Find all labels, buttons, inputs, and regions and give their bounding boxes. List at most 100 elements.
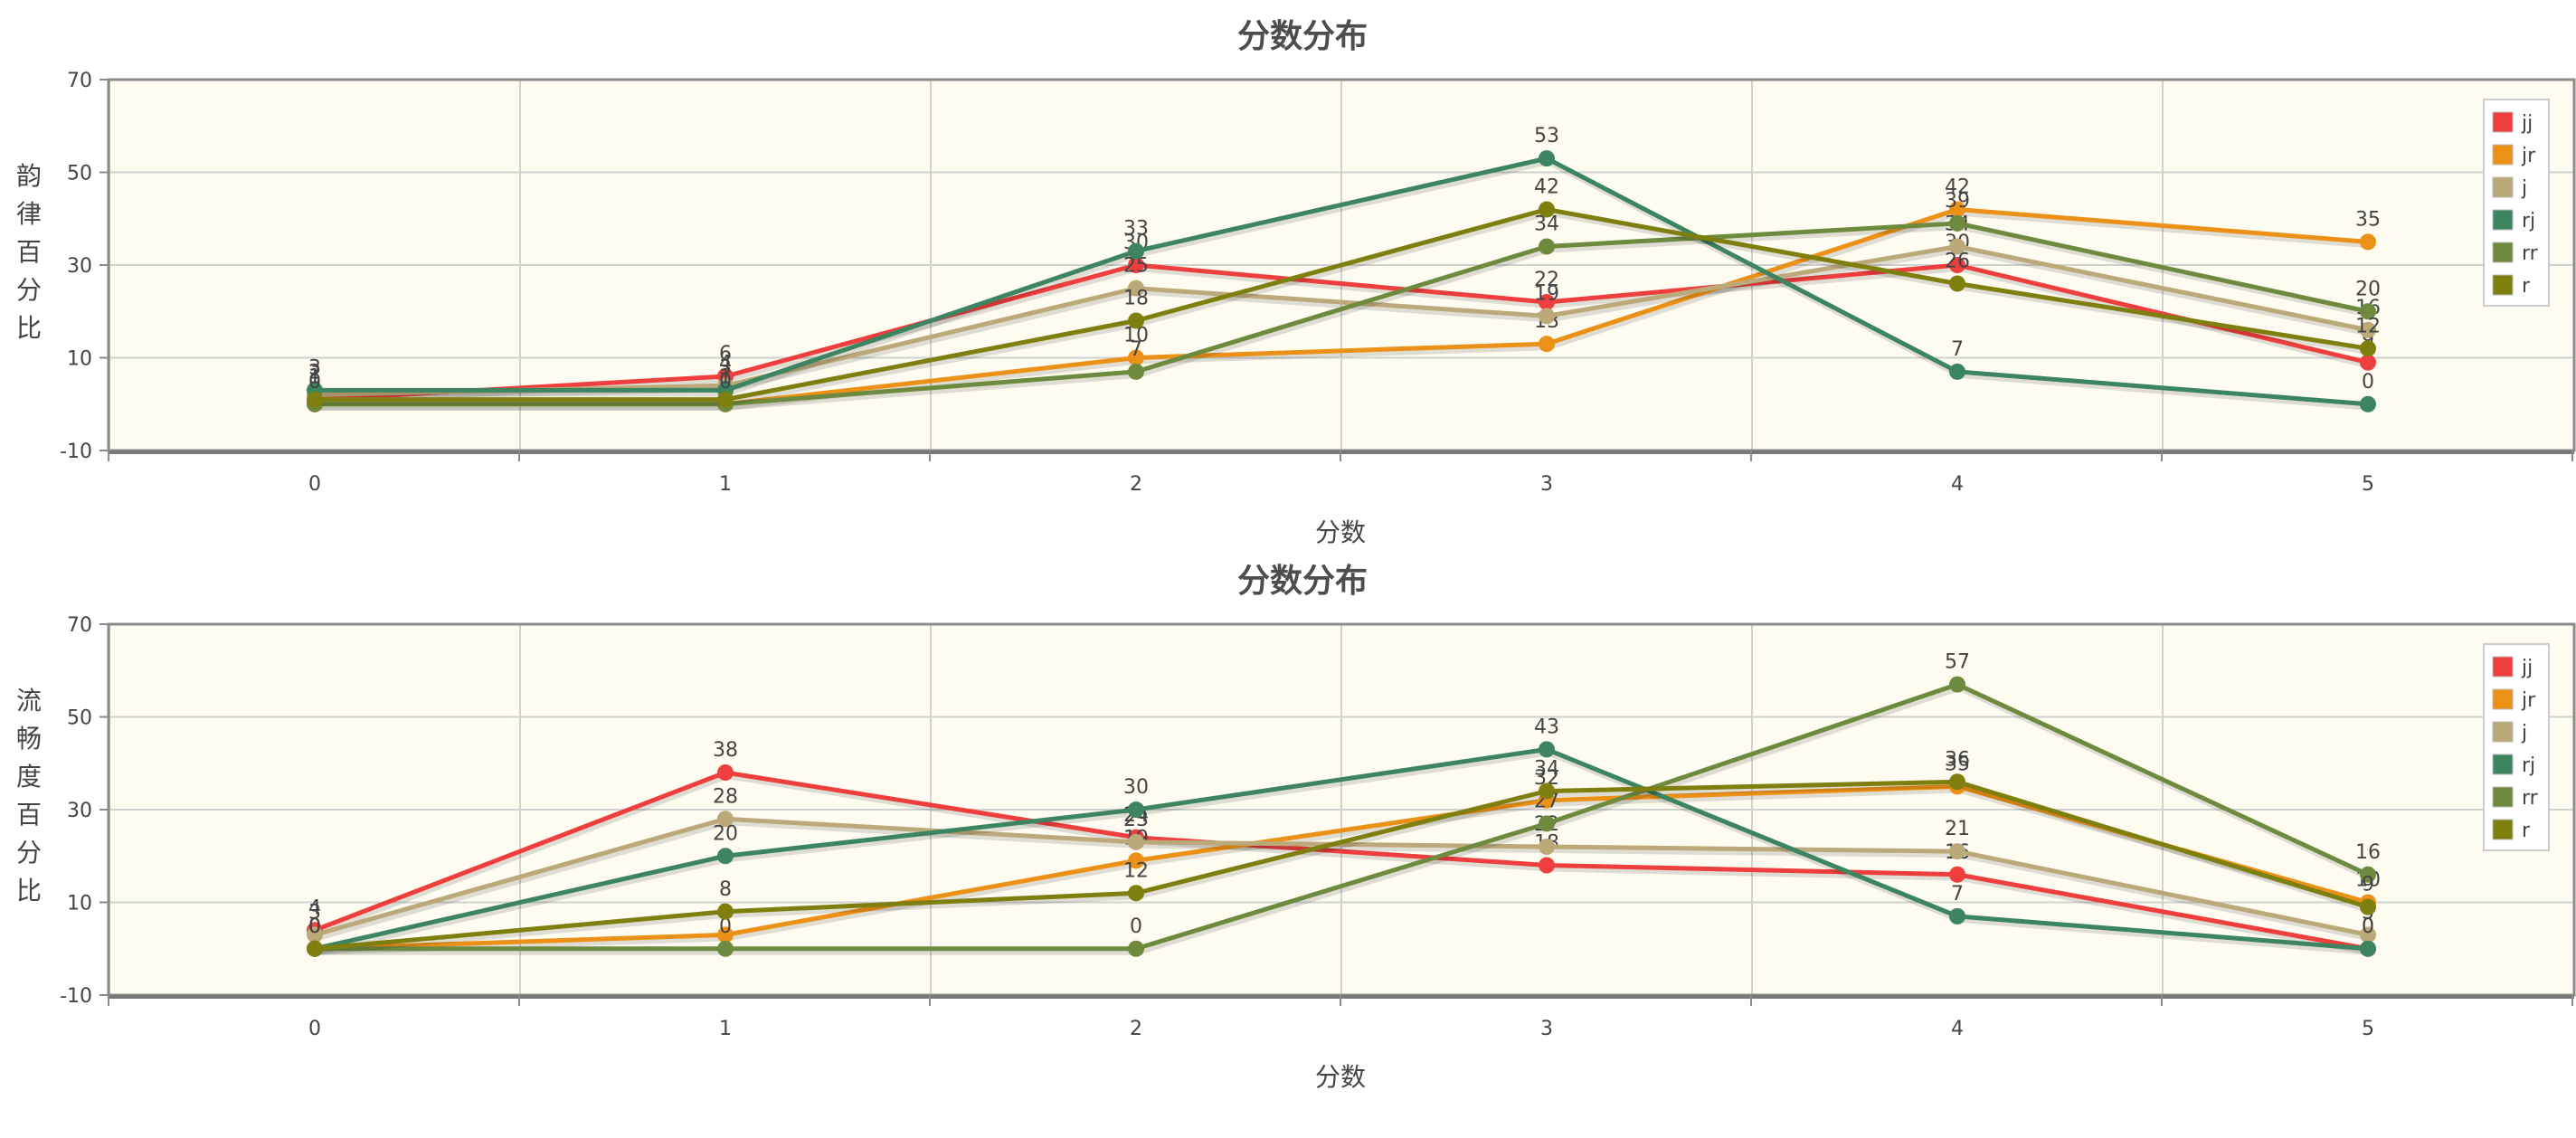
x-tick-label: 0 [308, 473, 321, 496]
series-line-shadow [317, 223, 2371, 411]
data-point-jj[interactable] [1949, 257, 1965, 273]
y-tick-label: 70 [67, 614, 92, 637]
legend-label-jj[interactable]: jj [2521, 657, 2533, 679]
data-point-rj[interactable] [717, 848, 734, 865]
data-point-r[interactable] [1949, 773, 1965, 791]
y-tick-label: -10 [60, 985, 92, 1008]
data-point-jr[interactable] [717, 926, 734, 944]
data-label-rr: 39 [1945, 190, 1970, 213]
legend-label-rr[interactable]: rr [2522, 787, 2539, 810]
legend-label-rr[interactable]: rr [2522, 242, 2539, 265]
data-point-j[interactable] [1128, 280, 1144, 297]
data-point-rj[interactable] [2360, 395, 2376, 413]
data-point-rr[interactable] [1128, 363, 1144, 380]
data-point-j[interactable] [2360, 321, 2376, 338]
data-point-jr[interactable] [1539, 336, 1555, 353]
data-label-rr: 0 [308, 915, 321, 938]
data-point-jr[interactable] [1128, 349, 1144, 366]
data-label-rj: 0 [2362, 371, 2374, 394]
legend-label-jj[interactable]: jj [2521, 112, 2533, 135]
data-point-rr[interactable] [2360, 866, 2376, 883]
data-point-j[interactable] [1949, 843, 1965, 860]
data-point-rr[interactable] [1949, 214, 1965, 232]
data-point-r[interactable] [307, 391, 323, 408]
data-label-jr: 35 [2355, 208, 2381, 231]
series-line-shadow [316, 782, 2371, 955]
data-label-rj: 7 [1951, 338, 1964, 361]
data-point-j[interactable] [1539, 839, 1555, 855]
legend-label-jr[interactable]: jr [2521, 145, 2536, 167]
y-axis-title-char: 流 [16, 686, 42, 716]
data-label-rj: 53 [1534, 125, 1559, 147]
legend-swatch-rj [2492, 754, 2514, 775]
legend-label-rj[interactable]: rj [2522, 754, 2535, 777]
data-label-rj: 3 [719, 356, 732, 379]
data-point-r[interactable] [717, 903, 734, 920]
data-point-jj[interactable] [2360, 354, 2376, 371]
data-label-r: 9 [2362, 874, 2374, 896]
data-point-rj[interactable] [1539, 150, 1555, 167]
y-tick-label: -10 [60, 441, 92, 463]
data-point-r[interactable] [2360, 898, 2376, 915]
data-point-jj[interactable] [1128, 257, 1144, 273]
data-point-rj[interactable] [1128, 242, 1144, 260]
data-point-r[interactable] [717, 391, 734, 408]
data-point-j[interactable] [1128, 833, 1144, 850]
data-label-jj: 4 [308, 896, 321, 919]
legend-label-j[interactable]: j [2521, 722, 2527, 744]
series-line-rj [314, 746, 2369, 952]
data-point-r[interactable] [1539, 782, 1555, 800]
x-tick-label: 4 [1951, 1018, 1964, 1040]
data-point-jj[interactable] [1949, 866, 1965, 883]
data-point-rr[interactable] [2360, 303, 2376, 320]
data-point-jr[interactable] [1128, 852, 1144, 869]
legend-label-j[interactable]: j [2521, 177, 2527, 200]
legend-label-rj[interactable]: rj [2522, 210, 2535, 232]
data-point-r[interactable] [2360, 340, 2376, 357]
data-point-rr[interactable] [1128, 940, 1144, 957]
data-point-rj[interactable] [1949, 363, 1965, 380]
data-label-r: 18 [1123, 288, 1149, 310]
series-line-shadow [317, 210, 2371, 406]
data-point-rj[interactable] [2360, 940, 2376, 957]
data-point-rj[interactable] [1539, 741, 1555, 758]
data-point-j[interactable] [1539, 308, 1555, 325]
x-axis-title: 分数 [1315, 517, 1366, 547]
chart-panel-2: 分数分布-1010305070012345分数流畅度百分比43824181600… [16, 563, 2576, 1092]
data-point-jj[interactable] [717, 764, 734, 781]
data-point-r[interactable] [1539, 201, 1555, 218]
data-point-rj[interactable] [1949, 907, 1965, 925]
data-point-rr[interactable] [1539, 815, 1555, 832]
legend-label-jr[interactable]: jr [2521, 689, 2536, 712]
data-point-j[interactable] [1949, 238, 1965, 255]
x-axis-title: 分数 [1315, 1062, 1366, 1092]
x-tick-label: 5 [2362, 1018, 2374, 1040]
data-point-rr[interactable] [1539, 238, 1555, 255]
data-point-jj[interactable] [1539, 857, 1555, 874]
data-point-r[interactable] [307, 940, 323, 957]
data-point-r[interactable] [1949, 275, 1965, 292]
data-point-rr[interactable] [1949, 676, 1965, 693]
data-point-j[interactable] [2360, 926, 2376, 944]
data-point-jr[interactable] [2360, 233, 2376, 251]
series-line-r [314, 779, 2369, 952]
legend-label-r[interactable]: r [2522, 820, 2531, 842]
data-label-jr: 42 [1945, 176, 1970, 199]
series-line-shadow [317, 159, 2371, 411]
legend-swatch-jr [2492, 688, 2514, 710]
legend-label-r[interactable]: r [2522, 275, 2531, 298]
data-label-rr: 0 [719, 915, 732, 938]
data-point-r[interactable] [1128, 885, 1144, 902]
data-point-j[interactable] [307, 926, 323, 944]
data-point-r[interactable] [1128, 312, 1144, 329]
data-point-jj[interactable] [1539, 294, 1555, 310]
data-point-rj[interactable] [1128, 801, 1144, 818]
data-point-j[interactable] [717, 811, 734, 828]
data-point-jr[interactable] [1949, 201, 1965, 218]
data-point-rr[interactable] [717, 940, 734, 957]
data-label-jj: 6 [719, 343, 732, 365]
